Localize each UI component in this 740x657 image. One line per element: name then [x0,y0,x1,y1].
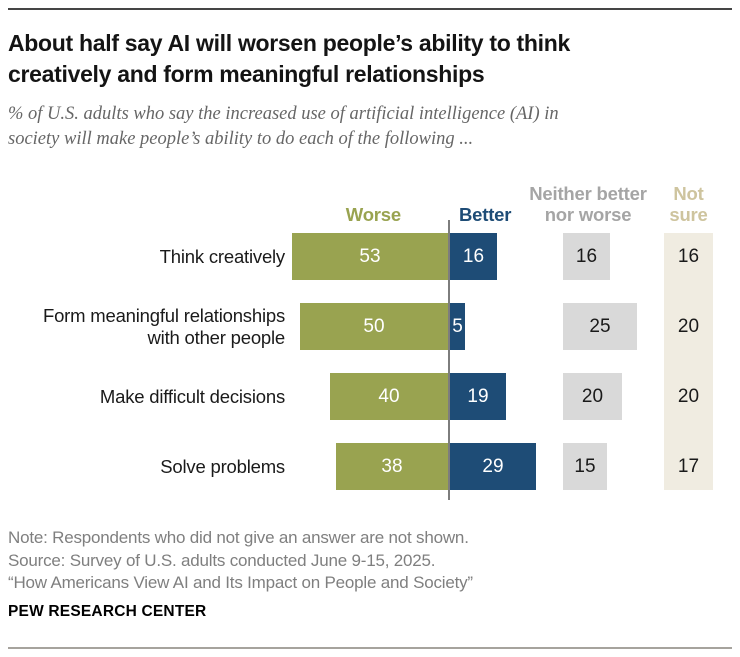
legend-not-sure-line1: Not [673,183,704,204]
legend-neither-line1: Neither better [529,183,647,204]
better-value: 16 [462,245,485,267]
neither-box: 15 [563,443,607,490]
source-text: Source: Survey of U.S. adults conducted … [8,550,436,570]
neither-box: 16 [563,233,610,280]
zero-axis-line [448,220,450,500]
legend-not-sure-line2: sure [669,204,708,225]
better-bar: 19 [450,373,506,420]
better-bar: 16 [450,233,497,280]
row-label-solve-problems: Solve problems [160,455,285,477]
better-bar: 29 [450,443,536,490]
not-sure-value: 20 [677,385,700,407]
worse-bar: 40 [330,373,448,420]
better-value: 19 [467,385,489,407]
note-text: Note: Respondents who did not give an an… [8,528,469,547]
not-sure-value: 17 [677,455,700,477]
neither-value: 15 [574,455,596,477]
worse-bar: 53 [292,233,448,280]
worse-value: 50 [363,315,385,337]
legend-worse-label: Worse [345,204,401,225]
not-sure-value: 16 [677,245,700,267]
worse-value: 40 [378,385,400,407]
worse-value: 38 [381,455,403,477]
legend-not-sure-label: Not sure [640,183,737,225]
row-label-form-relationships: Form meaningful relationships with other… [42,304,285,348]
better-value: 29 [482,455,504,477]
legend-neither-line2: nor worse [544,204,632,225]
neither-value: 20 [581,385,604,407]
page-title-line1: About half say AI will worsen people’s a… [8,30,570,56]
neither-box: 25 [563,303,637,350]
bottom-divider [8,647,732,649]
legend-neither-label: Neither better nor worse [518,183,658,225]
report-title-text: “How Americans View AI and Its Impact on… [8,573,473,592]
neither-value: 16 [575,245,598,267]
worse-value: 53 [359,245,381,267]
top-divider [8,8,732,10]
neither-box: 20 [563,373,622,420]
worse-bar: 50 [300,303,448,350]
not-sure-column [664,233,713,490]
footer-notes: Note: Respondents who did not give an an… [8,527,473,595]
page-title: About half say AI will worsen people’s a… [8,28,570,90]
page-subtitle: % of U.S. adults who say the increased u… [8,102,559,152]
legend-better-label: Better [459,204,512,225]
better-bar: 5 [450,303,465,350]
row-label-make-decisions: Make difficult decisions [99,385,285,407]
page-subtitle-line2: society will make people’s ability to do… [8,129,474,149]
better-value: 5 [452,315,463,337]
neither-value: 25 [589,315,611,337]
page-subtitle-line1: % of U.S. adults who say the increased u… [8,104,559,124]
not-sure-value: 20 [677,315,700,337]
page-title-line2: creatively and form meaningful relations… [8,61,485,87]
brand-wordmark: PEW RESEARCH CENTER [8,603,207,620]
worse-bar: 38 [336,443,448,490]
row-label-think-creatively: Think creatively [159,245,286,267]
